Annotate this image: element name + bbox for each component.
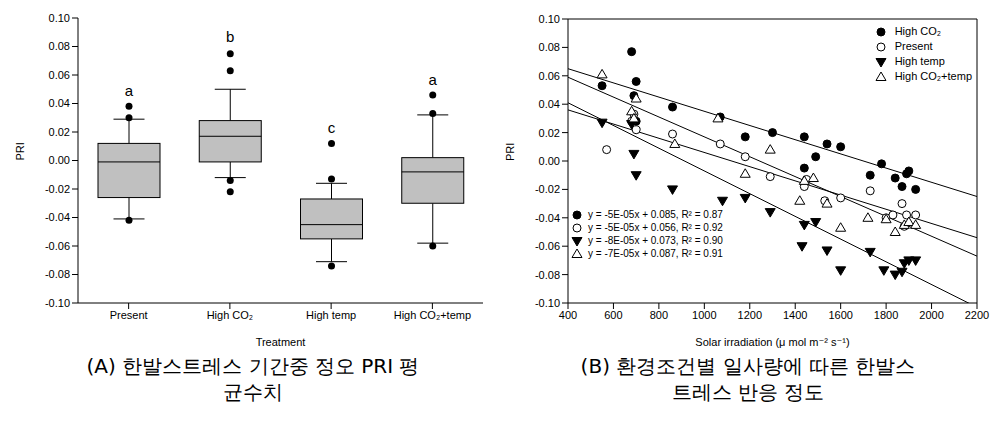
svg-text:-0.08: -0.08 <box>45 268 70 280</box>
html-text:High CO₂+temp: High CO₂+temp <box>894 70 972 82</box>
svg-text:0.08: 0.08 <box>49 40 70 52</box>
svg-text:1600: 1600 <box>828 309 852 321</box>
svg-text:Solar irradiation (μ mol m⁻² s: Solar irradiation (μ mol m⁻² s⁻¹) <box>695 336 849 348</box>
svg-text:High temp: High temp <box>306 309 356 321</box>
svg-text:0.02: 0.02 <box>49 126 70 138</box>
svg-text:0.04: 0.04 <box>49 97 70 109</box>
svg-text:0.06: 0.06 <box>49 69 70 81</box>
html-text:y = -5E-05x + 0.056, R² = 0.92: y = -5E-05x + 0.056, R² = 0.92 <box>588 222 723 233</box>
svg-text:-0.10: -0.10 <box>535 297 560 309</box>
svg-text:800: 800 <box>650 309 668 321</box>
svg-text:0.10: 0.10 <box>539 13 560 25</box>
svg-text:2000: 2000 <box>919 309 943 321</box>
html-text:Present: Present <box>894 40 933 52</box>
svg-text:a: a <box>429 71 438 88</box>
svg-text:Present: Present <box>110 309 148 321</box>
svg-text:0.00: 0.00 <box>49 154 70 166</box>
svg-text:400: 400 <box>559 309 577 321</box>
svg-text:1400: 1400 <box>783 309 807 321</box>
html-text:y = -7E-05x + 0.087, R² = 0.91: y = -7E-05x + 0.087, R² = 0.91 <box>588 248 723 259</box>
svg-text:600: 600 <box>604 309 622 321</box>
html-text:(A) 한발스트레스 기간중 정오 PRI 평균수치: (A) 한발스트레스 기간중 정오 PRI 평균수치 <box>86 354 420 404</box>
html-text:High CO₂: High CO₂ <box>894 25 942 37</box>
svg-text:-0.06: -0.06 <box>535 240 560 252</box>
svg-text:0.04: 0.04 <box>539 98 560 110</box>
svg-text:PRI: PRI <box>14 142 26 160</box>
svg-text:1800: 1800 <box>874 309 898 321</box>
svg-text:-0.04: -0.04 <box>535 212 560 224</box>
html-text:High temp: High temp <box>894 55 945 67</box>
svg-text:High CO₂: High CO₂ <box>207 309 253 321</box>
svg-text:-0.02: -0.02 <box>535 183 560 195</box>
svg-text:0.08: 0.08 <box>539 41 560 53</box>
svg-text:0.10: 0.10 <box>49 12 70 24</box>
svg-text:High CO₂+temp: High CO₂+temp <box>394 309 471 321</box>
svg-text:b: b <box>226 28 234 45</box>
svg-text:0.06: 0.06 <box>539 70 560 82</box>
svg-text:1200: 1200 <box>738 309 762 321</box>
svg-text:0.02: 0.02 <box>539 127 560 139</box>
svg-text:PRI: PRI <box>504 143 516 161</box>
html-text:y = -5E-05x + 0.085, R² = 0.87: y = -5E-05x + 0.085, R² = 0.87 <box>588 209 723 220</box>
svg-text:1000: 1000 <box>692 309 716 321</box>
svg-text:2200: 2200 <box>965 309 989 321</box>
svg-text:-0.04: -0.04 <box>45 211 70 223</box>
svg-text:c: c <box>328 119 336 136</box>
svg-text:a: a <box>125 82 134 99</box>
svg-text:-0.10: -0.10 <box>45 297 70 309</box>
svg-text:-0.06: -0.06 <box>45 240 70 252</box>
svg-text:Treatment: Treatment <box>256 336 306 348</box>
svg-text:-0.02: -0.02 <box>45 183 70 195</box>
html-text:y = -8E-05x + 0.073, R² = 0.90: y = -8E-05x + 0.073, R² = 0.90 <box>588 235 723 246</box>
html-text:(B) 환경조건별 일사량에 따른 한발스트레스 반응 정도: (B) 환경조건별 일사량에 따른 한발스트레스 반응 정도 <box>580 354 916 404</box>
svg-text:-0.08: -0.08 <box>535 269 560 281</box>
svg-text:0.00: 0.00 <box>539 155 560 167</box>
